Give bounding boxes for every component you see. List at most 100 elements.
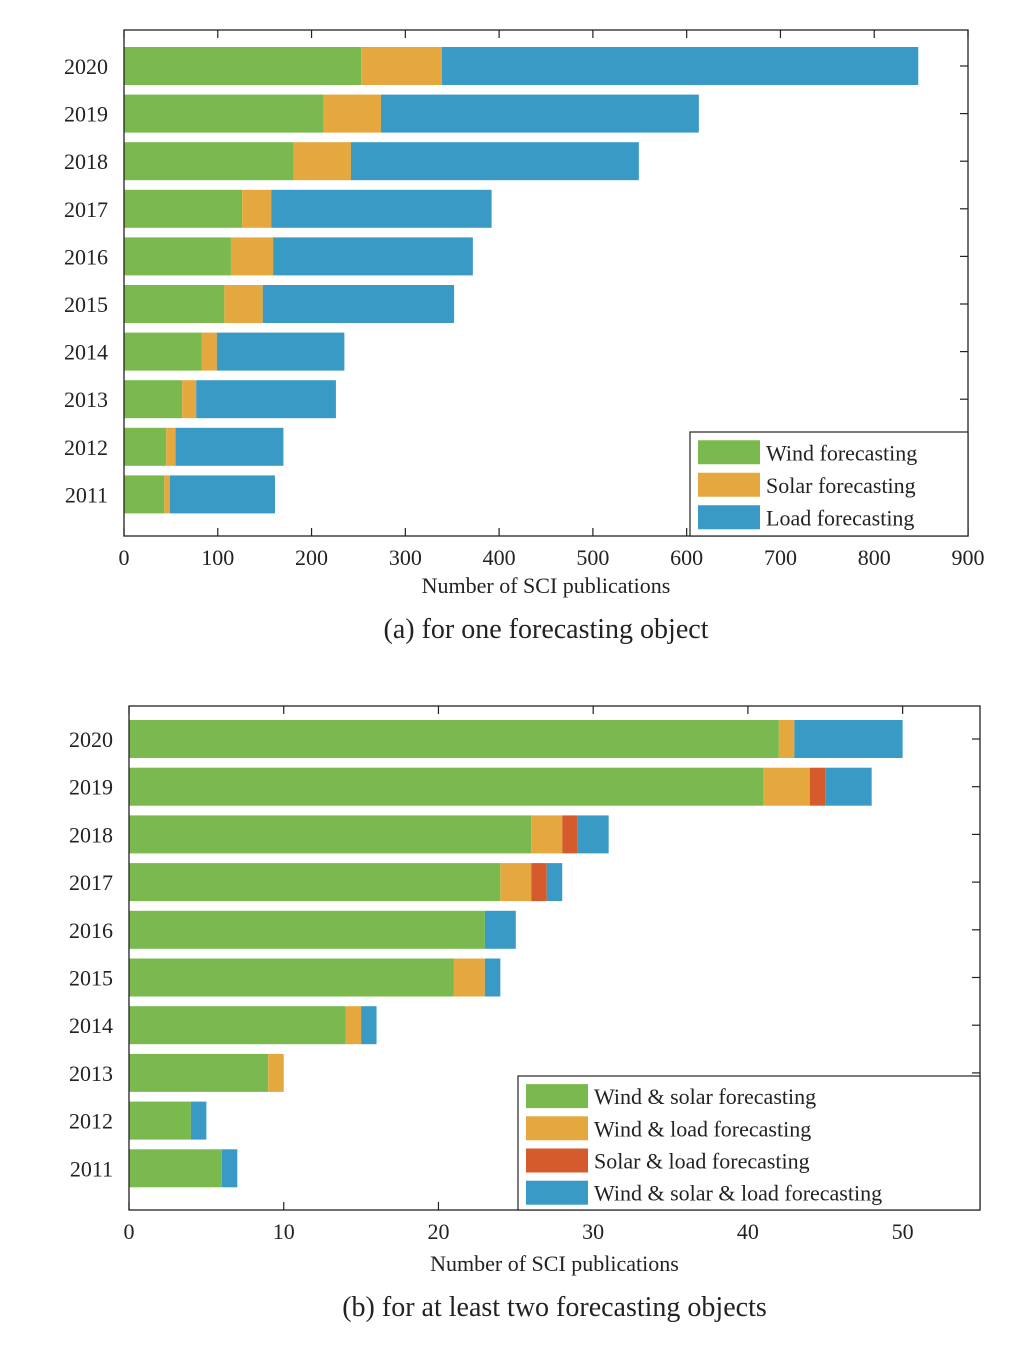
chart-a-x-tick-label: 700 bbox=[764, 545, 797, 570]
chart-a-bar-2011-solar-forecasting bbox=[164, 475, 170, 514]
chart-a-bar-2019-load-forecasting bbox=[380, 94, 699, 133]
chart-a-y-tick-label: 2011 bbox=[65, 482, 108, 507]
chart-b-bar-2020-wind-and-solar-forecasting bbox=[129, 720, 779, 758]
chart-a-x-tick-label: 0 bbox=[119, 545, 130, 570]
chart-a-bar-2013-load-forecasting bbox=[196, 380, 336, 419]
chart-b-y-tick-label: 2015 bbox=[69, 966, 113, 991]
chart-a-y-tick-label: 2018 bbox=[64, 149, 108, 174]
chart-b-bar-2017-wind-and-solar-and-load-forecasting bbox=[546, 863, 563, 902]
chart-a-y-tick-label: 2020 bbox=[64, 54, 108, 79]
chart-b-bar-2016-wind-and-solar-and-load-forecasting bbox=[484, 910, 516, 949]
chart-b-x-tick-label: 20 bbox=[427, 1219, 449, 1244]
chart-b-y-axis: 2020 2019 2018 2017 2016 2015 2014 2013 2012 2011 bbox=[69, 727, 980, 1181]
chart-a-y-axis: 2020 2019 2018 2017 2016 2015 2014 2013 2012 2011 bbox=[64, 54, 968, 507]
chart-a-x-axis: 0 100 200 300 400 500 600 700 800 900 bbox=[119, 30, 985, 570]
chart-b-bar-2018-wind-and-solar-and-load-forecasting bbox=[577, 815, 609, 854]
chart-a-x-tick-label: 800 bbox=[858, 545, 891, 570]
chart-a-x-tick-label: 200 bbox=[295, 545, 328, 570]
chart-b-bars bbox=[129, 720, 903, 1188]
chart-a-bar-2016-load-forecasting bbox=[273, 237, 473, 276]
chart-a-y-tick-label: 2013 bbox=[64, 387, 108, 412]
chart-b-bar-2014-wind-and-solar-and-load-forecasting bbox=[361, 1006, 377, 1045]
chart-b-y-tick-label: 2016 bbox=[69, 918, 113, 943]
chart-b-y-tick-label: 2020 bbox=[69, 727, 113, 752]
chart-a-x-tick-label: 500 bbox=[576, 545, 609, 570]
chart-b-legend-label-wind-and-load-forecasting: Wind & load forecasting bbox=[594, 1116, 811, 1141]
chart-b-bar-2016-wind-and-solar-forecasting bbox=[129, 910, 485, 949]
chart-a-y-tick-label: 2015 bbox=[64, 292, 108, 317]
chart-a-bar-2017-load-forecasting bbox=[271, 189, 492, 228]
chart-a-legend-label-load-forecasting: Load forecasting bbox=[766, 505, 914, 530]
chart-a-bar-2014-wind-forecasting bbox=[124, 332, 202, 371]
chart-b-x-tick-label: 30 bbox=[582, 1219, 604, 1244]
chart-a-bar-2015-load-forecasting bbox=[262, 285, 455, 323]
chart-a-bar-2014-load-forecasting bbox=[216, 332, 345, 371]
chart-b-bar-2019-wind-and-load-forecasting bbox=[763, 767, 810, 806]
chart-a-bars bbox=[124, 47, 919, 514]
chart-b-legend-swatch-wind-and-load-forecasting bbox=[526, 1116, 588, 1141]
chart-b-legend-box bbox=[517, 1075, 981, 1211]
chart-a-legend-label-solar-forecasting: Solar forecasting bbox=[766, 473, 916, 498]
chart-b-y-tick-label: 2019 bbox=[69, 775, 113, 800]
chart-a-bar-2017-wind-forecasting bbox=[124, 189, 243, 228]
chart-a-plot-frame bbox=[123, 29, 969, 537]
chart-b: 2020 2019 2018 2017 2016 2015 2014 2013 2012 2011… bbox=[69, 705, 981, 1323]
chart-a-bar-2013-solar-forecasting bbox=[182, 380, 197, 419]
chart-b-legend-swatch-wind-and-solar-forecasting bbox=[526, 1084, 588, 1109]
chart-b-bar-2014-wind-and-solar-forecasting bbox=[129, 1006, 346, 1045]
chart-b-bar-2012-wind-and-solar-forecasting bbox=[129, 1101, 191, 1140]
chart-a-x-tick-label: 600 bbox=[670, 545, 703, 570]
chart-a-x-tick-label: 400 bbox=[483, 545, 516, 570]
chart-b-legend-swatch-solar-and-load-forecasting bbox=[526, 1148, 588, 1173]
chart-a-bar-2020-solar-forecasting bbox=[361, 47, 442, 85]
chart-a-bar-2018-load-forecasting bbox=[350, 142, 639, 181]
chart-b-bar-2013-wind-and-solar-forecasting bbox=[129, 1053, 269, 1092]
chart-b-bar-2013-wind-and-load-forecasting bbox=[268, 1053, 284, 1092]
chart-a-bar-2020-wind-forecasting bbox=[124, 47, 362, 85]
chart-b-x-tick-label: 10 bbox=[273, 1219, 295, 1244]
chart-b-bar-2014-wind-and-load-forecasting bbox=[345, 1006, 362, 1045]
chart-a-legend-label-wind-forecasting: Wind forecasting bbox=[766, 440, 917, 465]
chart-a-legend-swatch-wind-forecasting bbox=[698, 440, 760, 465]
chart-a-bar-2015-solar-forecasting bbox=[224, 285, 263, 323]
chart-a-y-tick-label: 2017 bbox=[64, 197, 108, 222]
chart-a-legend: Wind forecasting Solar forecasting Load fo… bbox=[689, 431, 969, 537]
chart-b-bar-2019-wind-and-solar-and-load-forecasting bbox=[825, 767, 872, 806]
chart-b-x-axis: 0 10 20 30 40 50 bbox=[124, 706, 914, 1244]
chart-b-bar-2017-wind-and-solar-forecasting bbox=[129, 863, 501, 902]
chart-b-bar-2018-solar-and-load-forecasting bbox=[562, 815, 578, 854]
chart-a-x-tick-label: 900 bbox=[952, 545, 985, 570]
chart-a-bar-2011-wind-forecasting bbox=[124, 475, 165, 514]
chart-a-x-axis-title: Number of SCI publications bbox=[422, 573, 671, 598]
chart-a-bar-2016-wind-forecasting bbox=[124, 237, 231, 276]
chart-b-caption: (b) for at least two forecasting objects bbox=[342, 1292, 767, 1323]
chart-b-bar-2018-wind-and-solar-forecasting bbox=[129, 815, 532, 854]
chart-a-y-tick-label: 2014 bbox=[64, 340, 108, 365]
chart-b-x-axis-title: Number of SCI publications bbox=[430, 1251, 679, 1276]
chart-b-bar-2015-wind-and-load-forecasting bbox=[453, 958, 485, 997]
chart-a-x-tick-label: 300 bbox=[389, 545, 422, 570]
chart-a-legend-swatch-solar-forecasting bbox=[698, 472, 760, 497]
chart-a-y-tick-label: 2012 bbox=[64, 435, 108, 460]
chart-b-y-tick-label: 2017 bbox=[69, 870, 113, 895]
chart-a-bar-2015-wind-forecasting bbox=[124, 285, 225, 323]
chart-b-y-tick-label: 2011 bbox=[70, 1156, 113, 1181]
chart-b-bar-2015-wind-and-solar-forecasting bbox=[129, 958, 454, 997]
chart-b-legend-label-wind-and-solar-and-load-forecasting: Wind & solar & load forecasting bbox=[594, 1181, 882, 1206]
chart-b-y-tick-label: 2018 bbox=[69, 822, 113, 847]
chart-a-bar-2013-wind-forecasting bbox=[124, 380, 183, 419]
chart-a-bar-2012-wind-forecasting bbox=[124, 427, 167, 466]
chart-b-bar-2015-wind-and-solar-and-load-forecasting bbox=[484, 958, 501, 997]
chart-b-y-tick-label: 2012 bbox=[69, 1109, 113, 1134]
chart-a-y-tick-label: 2016 bbox=[64, 244, 108, 269]
chart-a-bar-2018-wind-forecasting bbox=[124, 142, 294, 181]
chart-b-y-tick-label: 2014 bbox=[69, 1013, 113, 1038]
chart-a-bar-2016-solar-forecasting bbox=[230, 237, 274, 276]
chart-b-legend-label-solar-and-load-forecasting: Solar & load forecasting bbox=[594, 1149, 810, 1174]
chart-b-bar-2020-wind-and-load-forecasting bbox=[778, 720, 795, 758]
chart-b-y-tick-label: 2013 bbox=[69, 1061, 113, 1086]
chart-a-bar-2019-wind-forecasting bbox=[124, 94, 324, 133]
chart-b-bar-2012-wind-and-solar-and-load-forecasting bbox=[190, 1101, 207, 1140]
chart-a-bar-2011-load-forecasting bbox=[169, 475, 275, 514]
